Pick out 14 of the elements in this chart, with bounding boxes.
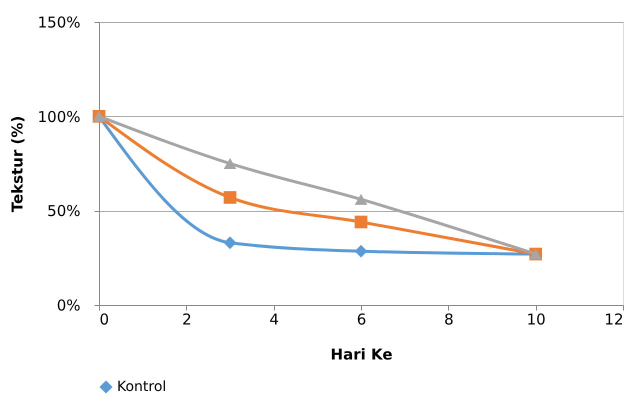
y-tick-label: 100%: [38, 108, 80, 126]
y-tick-label: 0%: [56, 296, 80, 314]
x-tick-label: 10: [526, 310, 546, 328]
x-tick-label: 2: [182, 310, 192, 328]
x-axis-title: Hari Ke: [330, 346, 392, 364]
x-tick-label: 12: [604, 310, 624, 328]
x-tick-label: 6: [356, 310, 366, 328]
legend-label: Kontrol: [117, 379, 166, 395]
y-tick-label: 150%: [38, 14, 80, 32]
y-tick-label: 50%: [47, 202, 80, 220]
x-tick-label: 8: [444, 310, 454, 328]
x-tick-label: 4: [269, 310, 279, 328]
x-tick-label: 0: [100, 310, 110, 328]
y-axis-title: Tekstur (%): [8, 116, 27, 212]
